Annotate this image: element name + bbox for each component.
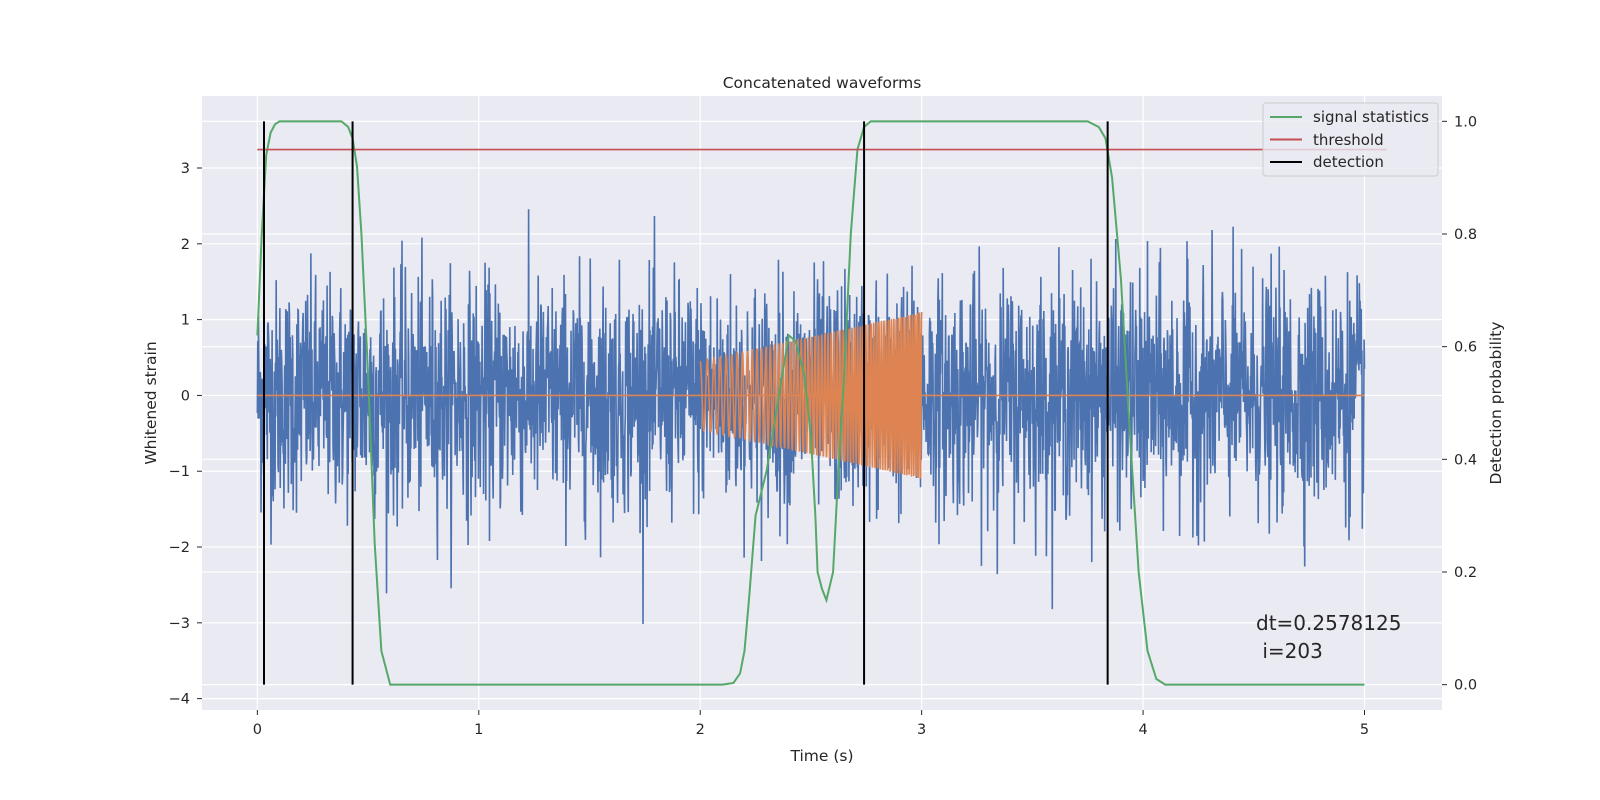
y2-tick-label: 0.0 [1454,678,1477,694]
y-axis-ticks: −4 −3 −2 −1 0 1 2 3 [169,161,202,708]
x-tick-label: 1 [474,722,483,738]
y2-tick-label: 0.2 [1454,565,1477,581]
y-tick-label: 3 [181,161,190,177]
y-tick-label: 2 [181,237,190,253]
x-tick-label: 4 [1138,722,1147,738]
annotation-i: i=203 [1256,639,1323,663]
annotation: dt=0.2578125 i=203 [1256,611,1401,663]
x-tick-label: 2 [696,722,705,738]
annotation-dt: dt=0.2578125 [1256,611,1401,635]
injected-signal-chirp [699,312,923,479]
y2-tick-label: 0.6 [1454,340,1477,356]
y-tick-label: −1 [169,464,190,480]
legend: signal statistics threshold detection [1262,102,1439,177]
y-tick-label: −3 [169,616,190,632]
y-tick-label: 0 [181,388,190,404]
y-tick-label: 1 [181,313,190,329]
y2-axis-ticks: 0.0 0.2 0.4 0.6 0.8 1.0 [1442,114,1477,694]
x-axis-label: Time (s) [789,747,853,765]
detection-series [263,121,1109,685]
plot-area [256,120,1387,686]
legend-label-detection: detection [1313,153,1384,171]
x-tick-label: 5 [1360,722,1369,738]
y-tick-label: −2 [169,540,190,556]
legend-label-threshold: threshold [1313,131,1384,149]
y-axis-label: Whitened strain [142,341,160,464]
legend-box [1262,102,1439,177]
legend-label-signal-statistics: signal statistics [1313,108,1429,126]
chart-title: Concatenated waveforms [723,74,922,92]
y2-tick-label: 0.4 [1454,452,1477,468]
y-tick-label: −4 [169,692,190,708]
x-tick-label: 3 [917,722,926,738]
y2-axis-label: Detection probability [1487,322,1505,485]
x-axis-ticks: 0 1 2 3 4 5 [253,710,1369,738]
injected-signal-series [257,312,1365,479]
y2-tick-label: 0.8 [1454,227,1477,243]
y2-tick-label: 1.0 [1454,114,1477,130]
x-tick-label: 0 [253,722,262,738]
